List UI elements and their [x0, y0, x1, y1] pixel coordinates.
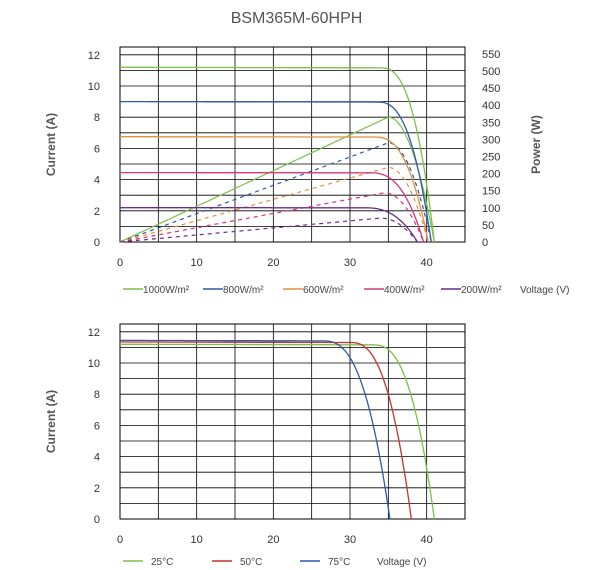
y2-tick-label: 100 — [482, 203, 500, 215]
power-curve — [119, 142, 432, 243]
x-tick-label: 20 — [267, 257, 279, 269]
y-tick-label: 12 — [88, 50, 100, 62]
y-tick-label: 6 — [94, 420, 100, 432]
y2-tick-label: 50 — [482, 220, 494, 232]
y-tick-label: 8 — [94, 389, 100, 401]
x-tick-label: 40 — [421, 257, 433, 269]
x-tick-label: 20 — [267, 534, 279, 546]
y-tick-label: 0 — [94, 237, 100, 249]
iv-curve — [120, 341, 412, 520]
y2-tick-label: 300 — [482, 134, 500, 146]
legend-x-axis-label: Voltage (V) — [377, 557, 426, 568]
legend-label: 50°C — [240, 557, 262, 568]
y2-tick-label: 450 — [482, 83, 500, 95]
x-tick-label: 0 — [117, 534, 123, 546]
x-tick-label: 10 — [191, 534, 203, 546]
legend-label: 75°C — [328, 557, 350, 568]
y-tick-label: 8 — [94, 112, 100, 124]
y-tick-label: 4 — [94, 452, 100, 464]
y2-tick-label: 400 — [482, 100, 500, 112]
iv-curve — [120, 100, 432, 243]
y-axis-label: Current (A) — [44, 390, 58, 453]
y2-tick-label: 550 — [482, 49, 500, 61]
iv-curve — [120, 66, 435, 243]
iv-curve — [120, 339, 391, 520]
y-tick-label: 0 — [94, 514, 100, 526]
y2-tick-label: 350 — [482, 117, 500, 129]
y-tick-label: 2 — [94, 483, 100, 495]
y2-tick-label: 250 — [482, 151, 500, 163]
legend-x-axis-label: Voltage (V) — [520, 285, 569, 296]
y-tick-label: 10 — [88, 81, 100, 93]
legend-label: 400W/m² — [384, 285, 425, 296]
y-tick-label: 10 — [88, 358, 100, 370]
legend-label: 800W/m² — [223, 285, 264, 296]
y-tick-label: 2 — [94, 206, 100, 218]
plot-frame — [119, 46, 466, 243]
power-curve — [119, 166, 429, 243]
x-tick-label: 10 — [191, 257, 203, 269]
iv-curve — [120, 171, 425, 243]
y-axis-label: Current (A) — [44, 113, 58, 176]
legend-label: 25°C — [151, 557, 173, 568]
y2-tick-label: 0 — [482, 237, 488, 249]
y2-axis-label: Power (W) — [529, 115, 543, 174]
legend-label: 200W/m² — [461, 285, 502, 296]
legend-label: 600W/m² — [303, 285, 344, 296]
iv-curve — [120, 207, 419, 243]
y2-tick-label: 200 — [482, 169, 500, 181]
y2-tick-label: 150 — [482, 186, 500, 198]
iv-curve — [120, 136, 429, 243]
y-tick-label: 12 — [88, 327, 100, 339]
x-tick-label: 40 — [421, 534, 433, 546]
power-curve — [119, 217, 418, 243]
power-curve — [119, 192, 425, 243]
y-tick-label: 6 — [94, 143, 100, 155]
y2-tick-label: 500 — [482, 66, 500, 78]
chart-title: BSM365M-60HPH — [230, 10, 363, 27]
x-tick-label: 30 — [344, 534, 356, 546]
x-tick-label: 30 — [344, 257, 356, 269]
power-curve — [119, 116, 435, 243]
legend-label: 1000W/m² — [143, 285, 190, 296]
iv-curve — [120, 343, 435, 520]
plot-frame — [119, 323, 466, 520]
x-tick-label: 0 — [117, 257, 123, 269]
y-tick-label: 4 — [94, 175, 100, 187]
